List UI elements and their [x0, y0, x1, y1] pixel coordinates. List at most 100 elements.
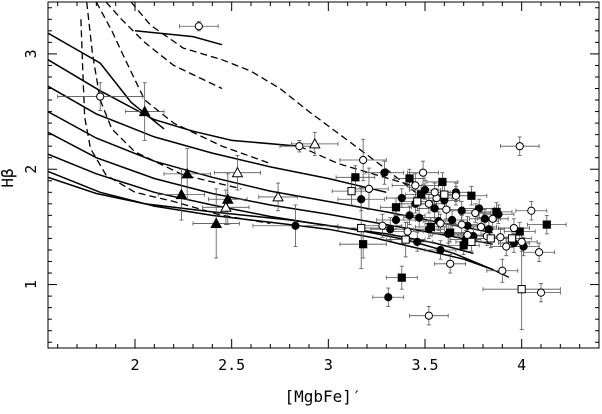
y-axis-label: Hβ	[0, 168, 17, 187]
filled-square-marker	[351, 173, 360, 182]
axis-ticks: 2 2.5 3 3.5 4 1 2 3	[22, 2, 600, 374]
x-tick-label: 2	[130, 356, 139, 374]
open-circle-marker	[536, 288, 546, 297]
filled-circle-marker	[436, 245, 445, 255]
open-triangle-marker	[220, 201, 232, 212]
open-circle-marker	[436, 219, 445, 228]
open-circle-marker	[463, 230, 472, 240]
x-tick-label: 4	[517, 356, 526, 374]
open-circle-marker	[498, 266, 507, 275]
x-axis-label: [MgbFe]′	[284, 387, 361, 406]
open-circle-marker	[96, 92, 105, 101]
open-square-marker	[413, 197, 422, 206]
open-square-marker	[486, 234, 495, 243]
open-circle-marker	[509, 223, 519, 233]
open-circle-marker	[424, 199, 433, 208]
open-circle-marker	[364, 184, 374, 193]
open-triangle-marker	[231, 166, 244, 178]
filled-circle-marker	[291, 221, 300, 230]
open-circle-marker	[471, 208, 480, 218]
filled-circle-marker	[391, 215, 401, 225]
filled-circle-marker	[447, 215, 457, 225]
filled-triangle-marker	[210, 217, 223, 228]
filled-circle-marker	[413, 237, 422, 246]
open-circle-marker	[411, 181, 420, 190]
open-circle-marker	[194, 22, 203, 31]
open-circle-marker	[418, 168, 428, 177]
open-circle-marker	[403, 227, 412, 236]
filled-circle-marker	[386, 225, 395, 234]
filled-circle-marker	[457, 206, 466, 215]
open-circle-marker	[378, 221, 387, 230]
filled-circle-marker	[484, 225, 493, 234]
open-square-marker	[347, 187, 356, 196]
filled-triangle-marker	[181, 167, 194, 179]
open-circle-marker	[502, 242, 511, 251]
filled-triangle-marker	[175, 188, 188, 200]
open-circle-marker	[527, 206, 536, 215]
open-circle-marker	[295, 142, 304, 151]
model-solid-line	[48, 59, 300, 147]
open-circle-marker	[457, 220, 466, 229]
open-circle-marker	[476, 222, 486, 231]
filled-square-marker	[405, 174, 414, 183]
filled-square-marker	[426, 222, 435, 232]
filled-square-marker	[467, 191, 476, 200]
open-circle-marker	[488, 214, 497, 223]
model-dashed-line	[80, 19, 271, 225]
filled-square-marker	[417, 190, 426, 199]
open-square-marker	[440, 190, 449, 199]
model-grid-lines	[48, 2, 513, 280]
filled-circle-marker	[405, 211, 414, 220]
model-solid-line	[134, 30, 223, 46]
filled-square-marker	[359, 240, 368, 249]
filled-square-marker	[492, 207, 501, 217]
x-tick-label: 3	[324, 356, 333, 374]
y-tick-label: 1	[22, 280, 40, 289]
filled-square-marker	[542, 220, 551, 229]
open-square-marker	[357, 223, 366, 233]
filled-square-marker	[446, 228, 455, 237]
open-circle-marker	[430, 188, 439, 197]
open-circle-marker	[496, 233, 505, 242]
filled-circle-marker	[397, 193, 406, 203]
open-circle-marker	[446, 259, 455, 268]
open-circle-marker	[515, 142, 524, 151]
model-dashed-line	[95, 2, 271, 165]
filled-circle-marker	[430, 204, 439, 213]
open-square-marker	[401, 235, 410, 244]
model-solid-line	[48, 131, 493, 245]
filled-square-marker	[438, 177, 447, 187]
open-circle-marker	[534, 248, 544, 257]
model-solid-line	[48, 85, 387, 194]
filled-circle-marker	[357, 195, 366, 204]
y-tick-label: 2	[22, 165, 40, 174]
y-tick-label: 3	[22, 49, 40, 58]
model-dashed-line	[299, 145, 416, 188]
open-circle-marker	[359, 155, 368, 165]
open-circle-marker	[517, 237, 526, 246]
open-square-marker	[517, 285, 526, 294]
open-circle-marker	[442, 205, 451, 214]
open-triangle-marker	[308, 137, 321, 149]
open-triangle-marker	[272, 190, 284, 202]
model-dashed-line	[105, 2, 223, 90]
open-circle-marker	[451, 191, 461, 200]
filled-circle-marker	[380, 168, 389, 177]
filled-square-marker	[459, 241, 468, 250]
filled-triangle-marker	[138, 105, 151, 117]
filled-circle-marker	[480, 214, 490, 223]
open-square-marker	[507, 234, 517, 243]
filled-square-marker	[397, 273, 406, 282]
filled-triangle-marker	[221, 193, 234, 204]
x-tick-label: 3.5	[411, 356, 438, 374]
model-solid-line	[48, 110, 493, 234]
filled-square-marker	[515, 227, 524, 236]
filled-circle-marker	[384, 293, 393, 302]
model-dashed-line	[492, 269, 513, 280]
data-points	[96, 22, 551, 320]
open-circle-marker	[424, 311, 433, 320]
plot-frame	[47, 1, 600, 349]
